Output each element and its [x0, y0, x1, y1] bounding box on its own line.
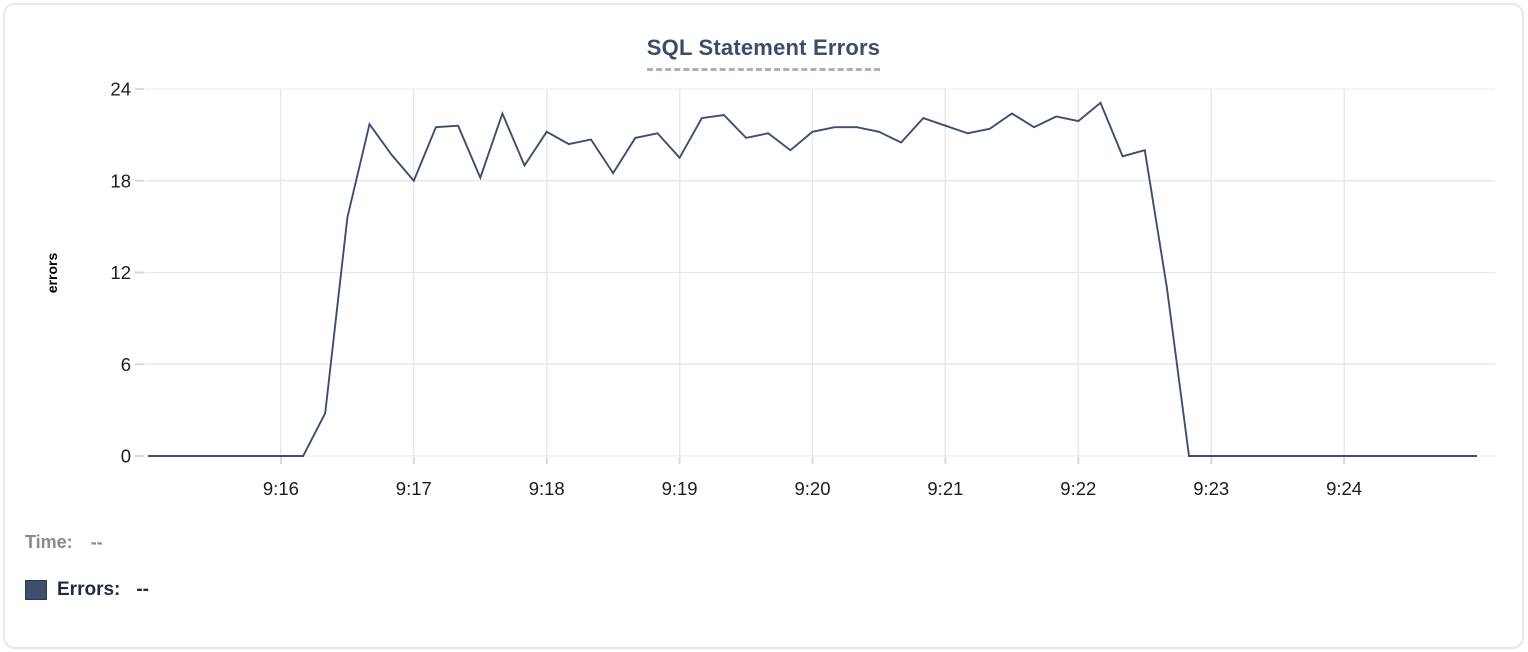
time-label: Time: — [25, 531, 73, 552]
x-tick-label: 9:18 — [529, 478, 565, 499]
x-tick-label: 9:24 — [1326, 478, 1362, 499]
x-tick-label: 9:19 — [662, 478, 698, 499]
chart-card: 0 6 12 18 24 9:16 9:17 9:18 9:19 9:20 9:21 9:22 9:23… — [3, 3, 1524, 649]
y-tick-label: 18 — [110, 170, 131, 191]
time-value: -- — [90, 531, 103, 552]
x-tick-label: 9:21 — [927, 478, 963, 499]
errors-line-chart[interactable]: 0 6 12 18 24 9:16 9:17 9:18 9:19 9:20 9:21 9:22 9:23… — [5, 5, 1528, 517]
errors-label: Errors: — [57, 579, 121, 600]
errors-polyline — [148, 101, 1477, 457]
time-readout-row: Time: -- — [25, 529, 149, 555]
hover-readout: Time: -- Errors: -- — [25, 529, 149, 625]
y-tick-label: 12 — [110, 262, 131, 283]
x-tick-label: 9:17 — [396, 478, 432, 499]
y-tick-label: 6 — [121, 354, 131, 375]
errors-readout-row: Errors: -- — [25, 577, 149, 603]
y-tick-label: 24 — [110, 79, 131, 100]
errors-value: -- — [136, 579, 150, 600]
y-tick-label: 0 — [121, 446, 131, 467]
chart-title[interactable]: SQL Statement Errors — [646, 35, 881, 71]
x-tick-label: 9:20 — [794, 478, 830, 499]
x-tick-label: 9:23 — [1193, 478, 1229, 499]
axis-ticks — [135, 88, 1346, 464]
errors-series-line — [148, 101, 1477, 457]
x-tick-label: 9:22 — [1060, 478, 1096, 499]
axis-labels: 0 6 12 18 24 9:16 9:17 9:18 9:19 9:20 9:21 9:22 9:23… — [44, 79, 1362, 500]
errors-series-swatch-icon — [25, 580, 47, 600]
chart-title-wrap: SQL Statement Errors — [5, 35, 1522, 71]
x-tick-label: 9:16 — [263, 478, 299, 499]
y-axis-title: errors — [44, 253, 60, 294]
gridlines — [145, 88, 1495, 457]
